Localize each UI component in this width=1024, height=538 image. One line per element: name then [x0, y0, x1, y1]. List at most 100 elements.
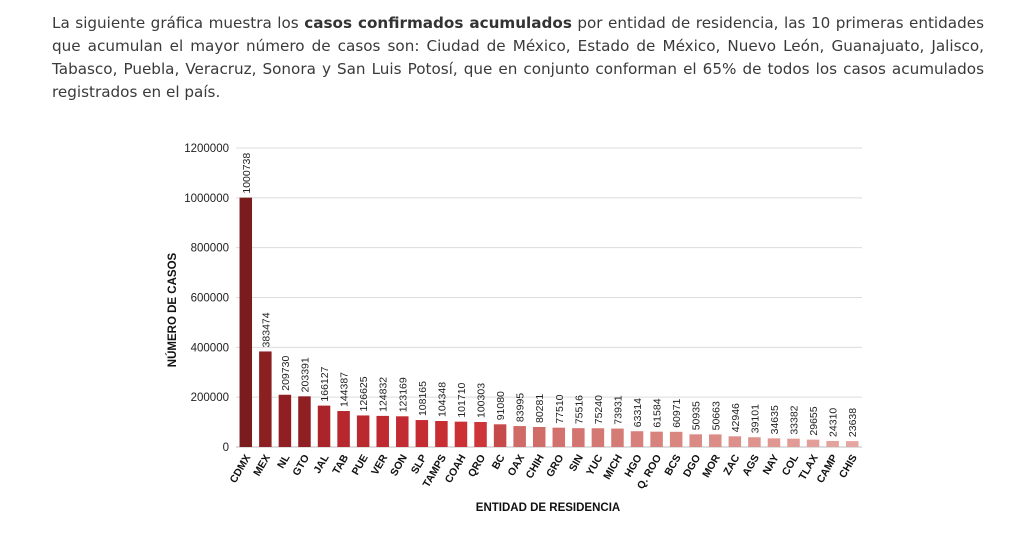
value-label: 1000738 [241, 153, 253, 194]
bar [435, 420, 448, 447]
value-label: 73931 [612, 395, 624, 424]
y-tick-label: 1000000 [184, 193, 229, 205]
x-tick-label: QRO [466, 453, 488, 480]
x-tick-label: AGS [740, 453, 762, 479]
intro-text-before: La siguiente gráfica muestra los [52, 14, 305, 32]
x-tick-label: ZAC [721, 452, 742, 477]
bar [669, 431, 683, 447]
bar [493, 424, 507, 447]
bar [748, 437, 761, 447]
value-label: 33382 [789, 405, 801, 434]
value-label: 50935 [691, 401, 703, 430]
value-label: 80281 [534, 394, 546, 423]
bar [376, 415, 389, 447]
bar [298, 396, 311, 447]
x-tick-label: VER [369, 452, 390, 477]
y-tick-label: 600000 [191, 293, 229, 305]
x-tick-label: SON [388, 453, 410, 479]
bar [728, 436, 742, 447]
bar [317, 405, 331, 447]
value-label: 144387 [339, 372, 351, 407]
x-tick-label: NL [275, 452, 293, 471]
x-tick-label: MEX [251, 453, 273, 479]
value-label: 34635 [769, 405, 781, 434]
bar [513, 426, 526, 447]
bar [689, 434, 702, 447]
value-label: 23638 [847, 408, 859, 437]
value-label: 24310 [828, 408, 840, 437]
value-label: 77510 [554, 394, 566, 423]
value-label: 63314 [632, 398, 644, 427]
y-tick-label: 0 [223, 442, 229, 454]
bar [806, 439, 820, 447]
intro-paragraph: La siguiente gráfica muestra los casos c… [52, 12, 984, 104]
bar [572, 428, 585, 447]
value-label: 39101 [749, 404, 761, 433]
x-tick-label: GRO [544, 453, 566, 480]
intro-text-after: por entidad de residencia, las 10 primer… [52, 14, 984, 101]
value-labels: 1000738 383474 209730 203391 166127 144387 126… [241, 153, 859, 437]
bar [845, 441, 859, 447]
value-label: 124832 [378, 377, 390, 412]
value-label: 383474 [260, 312, 272, 347]
x-tick-label: TAB [330, 452, 351, 476]
x-tick-label: CDMX [228, 453, 254, 486]
value-label: 50663 [710, 401, 722, 430]
value-label: 123169 [397, 377, 409, 412]
bar [474, 422, 487, 447]
bar [259, 351, 272, 447]
y-axis-label: NÚMERO DE CASOS [166, 252, 179, 367]
x-tick-label: BC [490, 452, 508, 471]
y-tick-label: 1200000 [184, 143, 229, 155]
bar [278, 394, 292, 447]
value-label: 42946 [730, 403, 742, 432]
bar [239, 197, 253, 447]
bar [630, 431, 644, 447]
bar [552, 427, 566, 447]
bar [396, 416, 409, 447]
x-tick-label: PUE [350, 453, 371, 478]
x-tick-label: SIN [567, 453, 586, 474]
value-label: 29655 [808, 406, 820, 435]
y-tick-label: 400000 [191, 342, 229, 354]
x-tick-label: GTO [290, 453, 312, 479]
bar [337, 411, 350, 447]
value-label: 75516 [573, 395, 585, 424]
bar [767, 438, 781, 447]
x-tick-label: NAY [761, 453, 782, 477]
value-label: 60971 [671, 398, 683, 427]
bar [826, 440, 839, 447]
value-label: 126625 [358, 376, 370, 411]
value-label: 108165 [417, 381, 429, 416]
value-label: 101710 [456, 382, 468, 417]
bar [356, 415, 370, 447]
x-axis-label: ENTIDAD DE RESIDENCIA [476, 502, 620, 514]
value-label: 104348 [436, 382, 448, 417]
value-label: 83995 [515, 393, 527, 422]
bar [709, 434, 722, 447]
y-tick-label: 800000 [191, 243, 229, 255]
y-tick-labels: 0 200000 400000 600000 800000 1000000 1200000 [184, 143, 229, 454]
bar [532, 426, 546, 447]
value-label: 100303 [476, 383, 488, 418]
value-label: 61584 [652, 398, 664, 427]
x-tick-label: MOR [700, 452, 723, 480]
x-tick-label: CHIS [837, 453, 860, 481]
x-tick-label: MICH [601, 453, 625, 482]
value-label: 209730 [280, 356, 292, 391]
value-label: 166127 [319, 366, 331, 401]
value-label: 75240 [593, 395, 605, 424]
x-tick-label: CHIH [524, 453, 547, 481]
bar [415, 420, 429, 447]
bar [611, 428, 624, 447]
intro-text-bold: casos confirmados acumulados [304, 14, 572, 32]
bar [650, 431, 663, 447]
bars [239, 197, 859, 447]
x-tick-label: JAL [311, 452, 332, 476]
value-label: 203391 [299, 357, 311, 392]
bar [454, 421, 468, 447]
y-tick-label: 200000 [191, 392, 229, 404]
bar [787, 438, 800, 447]
